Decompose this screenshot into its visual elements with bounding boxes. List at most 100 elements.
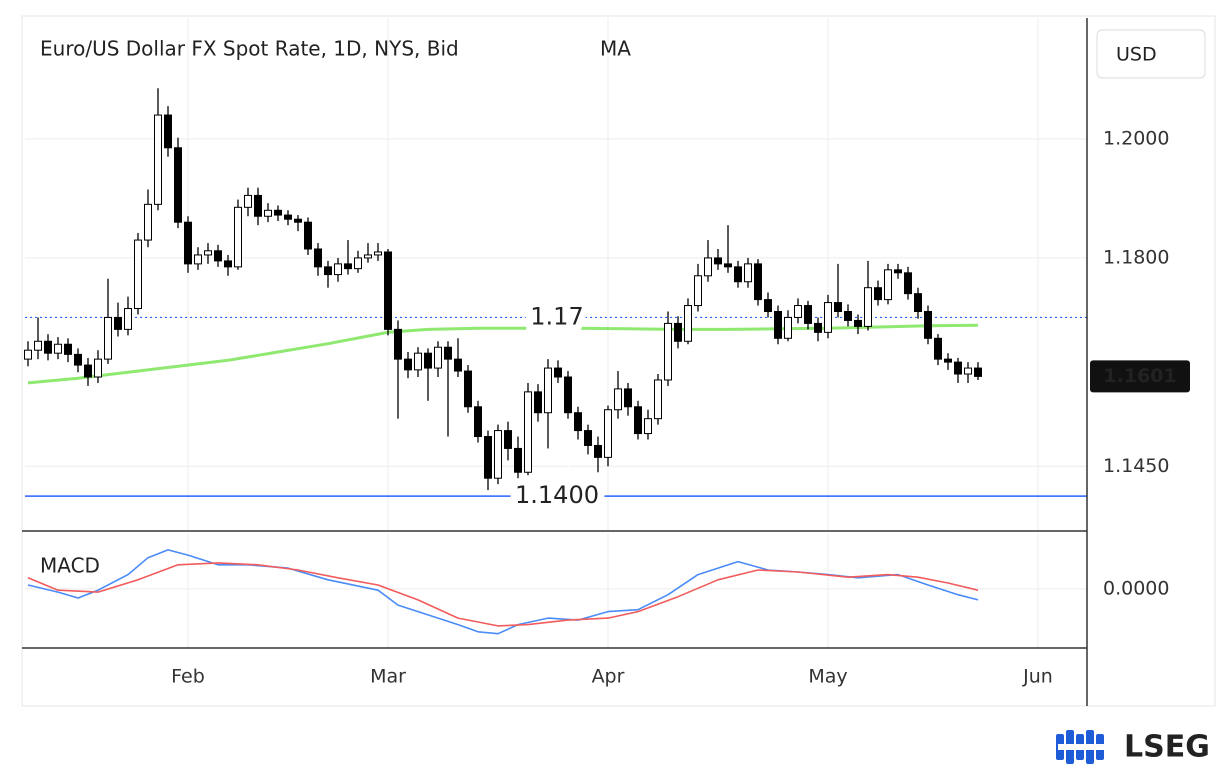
- candle: [874, 280, 882, 306]
- panel-title: MACD: [40, 554, 100, 578]
- currency-label: USD: [1116, 44, 1157, 66]
- candle: [164, 106, 172, 157]
- candle: [804, 300, 812, 330]
- candle-body: [714, 257, 722, 265]
- candle-body: [894, 269, 902, 274]
- candle-body: [164, 114, 172, 149]
- candle-body: [934, 337, 942, 360]
- candle-body: [554, 367, 562, 378]
- candle-body: [34, 340, 42, 351]
- candle-body: [54, 343, 62, 354]
- candle-body: [214, 250, 222, 262]
- candle: [214, 244, 222, 267]
- candle: [114, 302, 122, 337]
- candle-body: [64, 343, 72, 355]
- candle: [914, 287, 922, 319]
- candle: [574, 406, 582, 440]
- candle: [404, 351, 412, 379]
- candle-body: [84, 364, 92, 378]
- candle-body: [974, 367, 982, 377]
- candle-body: [784, 316, 792, 339]
- candle-body: [234, 206, 242, 268]
- candle: [284, 210, 292, 226]
- candle: [304, 217, 312, 255]
- candle: [44, 334, 52, 361]
- candle: [844, 304, 852, 327]
- candle: [484, 430, 492, 491]
- candle-body: [114, 316, 122, 330]
- candle-body: [634, 406, 642, 435]
- candle-body: [174, 147, 182, 223]
- candle: [174, 137, 182, 229]
- candle-body: [814, 322, 822, 333]
- logo-text: LSEG: [1124, 730, 1210, 765]
- candle-body: [474, 406, 482, 438]
- candle: [524, 382, 532, 476]
- plot-layer: 1.17 1.1400: [24, 88, 1087, 635]
- candle-body: [804, 305, 812, 324]
- candle: [184, 216, 192, 273]
- candle: [784, 310, 792, 342]
- candle: [504, 421, 512, 461]
- price-tag-label: 1.1601: [1103, 365, 1176, 387]
- candle-body: [44, 340, 52, 354]
- candle-body: [524, 391, 532, 473]
- candle: [344, 240, 352, 275]
- candle-body: [254, 194, 262, 217]
- chart-title: Euro/US Dollar FX Spot Rate, 1D, NYS, Bi…: [40, 37, 459, 61]
- candle: [894, 263, 902, 279]
- candle: [394, 320, 402, 419]
- candle: [94, 350, 102, 383]
- candle-body: [454, 358, 462, 372]
- candle-body: [414, 352, 422, 371]
- candle-body: [924, 311, 932, 339]
- candle: [864, 260, 872, 331]
- candle: [534, 384, 542, 422]
- candle: [554, 360, 562, 383]
- candle-body: [674, 322, 682, 342]
- candle-body: [914, 293, 922, 313]
- candle-body: [374, 251, 382, 256]
- candle-body: [734, 266, 742, 283]
- candle: [314, 243, 322, 276]
- candle: [104, 278, 112, 364]
- candle-body: [764, 299, 772, 313]
- candle: [654, 374, 662, 425]
- candle-body: [514, 447, 522, 473]
- candle-body: [704, 257, 712, 277]
- candle-body: [744, 263, 752, 283]
- candle: [414, 347, 422, 377]
- candle: [464, 365, 472, 413]
- candle-body: [724, 263, 732, 268]
- x-tick-label: Feb: [171, 666, 205, 688]
- currency-box[interactable]: [1096, 29, 1206, 79]
- candle-body: [564, 376, 572, 414]
- candle-body: [964, 367, 972, 375]
- candle: [374, 243, 382, 261]
- candle-body: [884, 269, 892, 301]
- candle: [854, 314, 862, 335]
- candle: [754, 259, 762, 306]
- candle: [274, 205, 282, 222]
- candle-body: [24, 349, 32, 360]
- candle: [794, 298, 802, 324]
- candle: [924, 305, 932, 345]
- candle-body: [584, 430, 592, 446]
- candle: [224, 254, 232, 276]
- y-tick-label: 0.0000: [1103, 577, 1169, 599]
- candle: [194, 247, 202, 270]
- candle-body: [74, 353, 82, 366]
- candle: [454, 338, 462, 377]
- candle: [254, 187, 262, 226]
- candle: [544, 359, 552, 449]
- y-tick-label: 1.2000: [1103, 127, 1169, 149]
- candle: [594, 436, 602, 473]
- candle: [64, 338, 72, 363]
- candle-body: [244, 194, 252, 208]
- candle: [204, 243, 212, 264]
- candle: [724, 225, 732, 273]
- candle-body: [954, 361, 962, 375]
- candle: [384, 248, 392, 336]
- candle: [34, 317, 42, 360]
- candle-body: [444, 346, 452, 360]
